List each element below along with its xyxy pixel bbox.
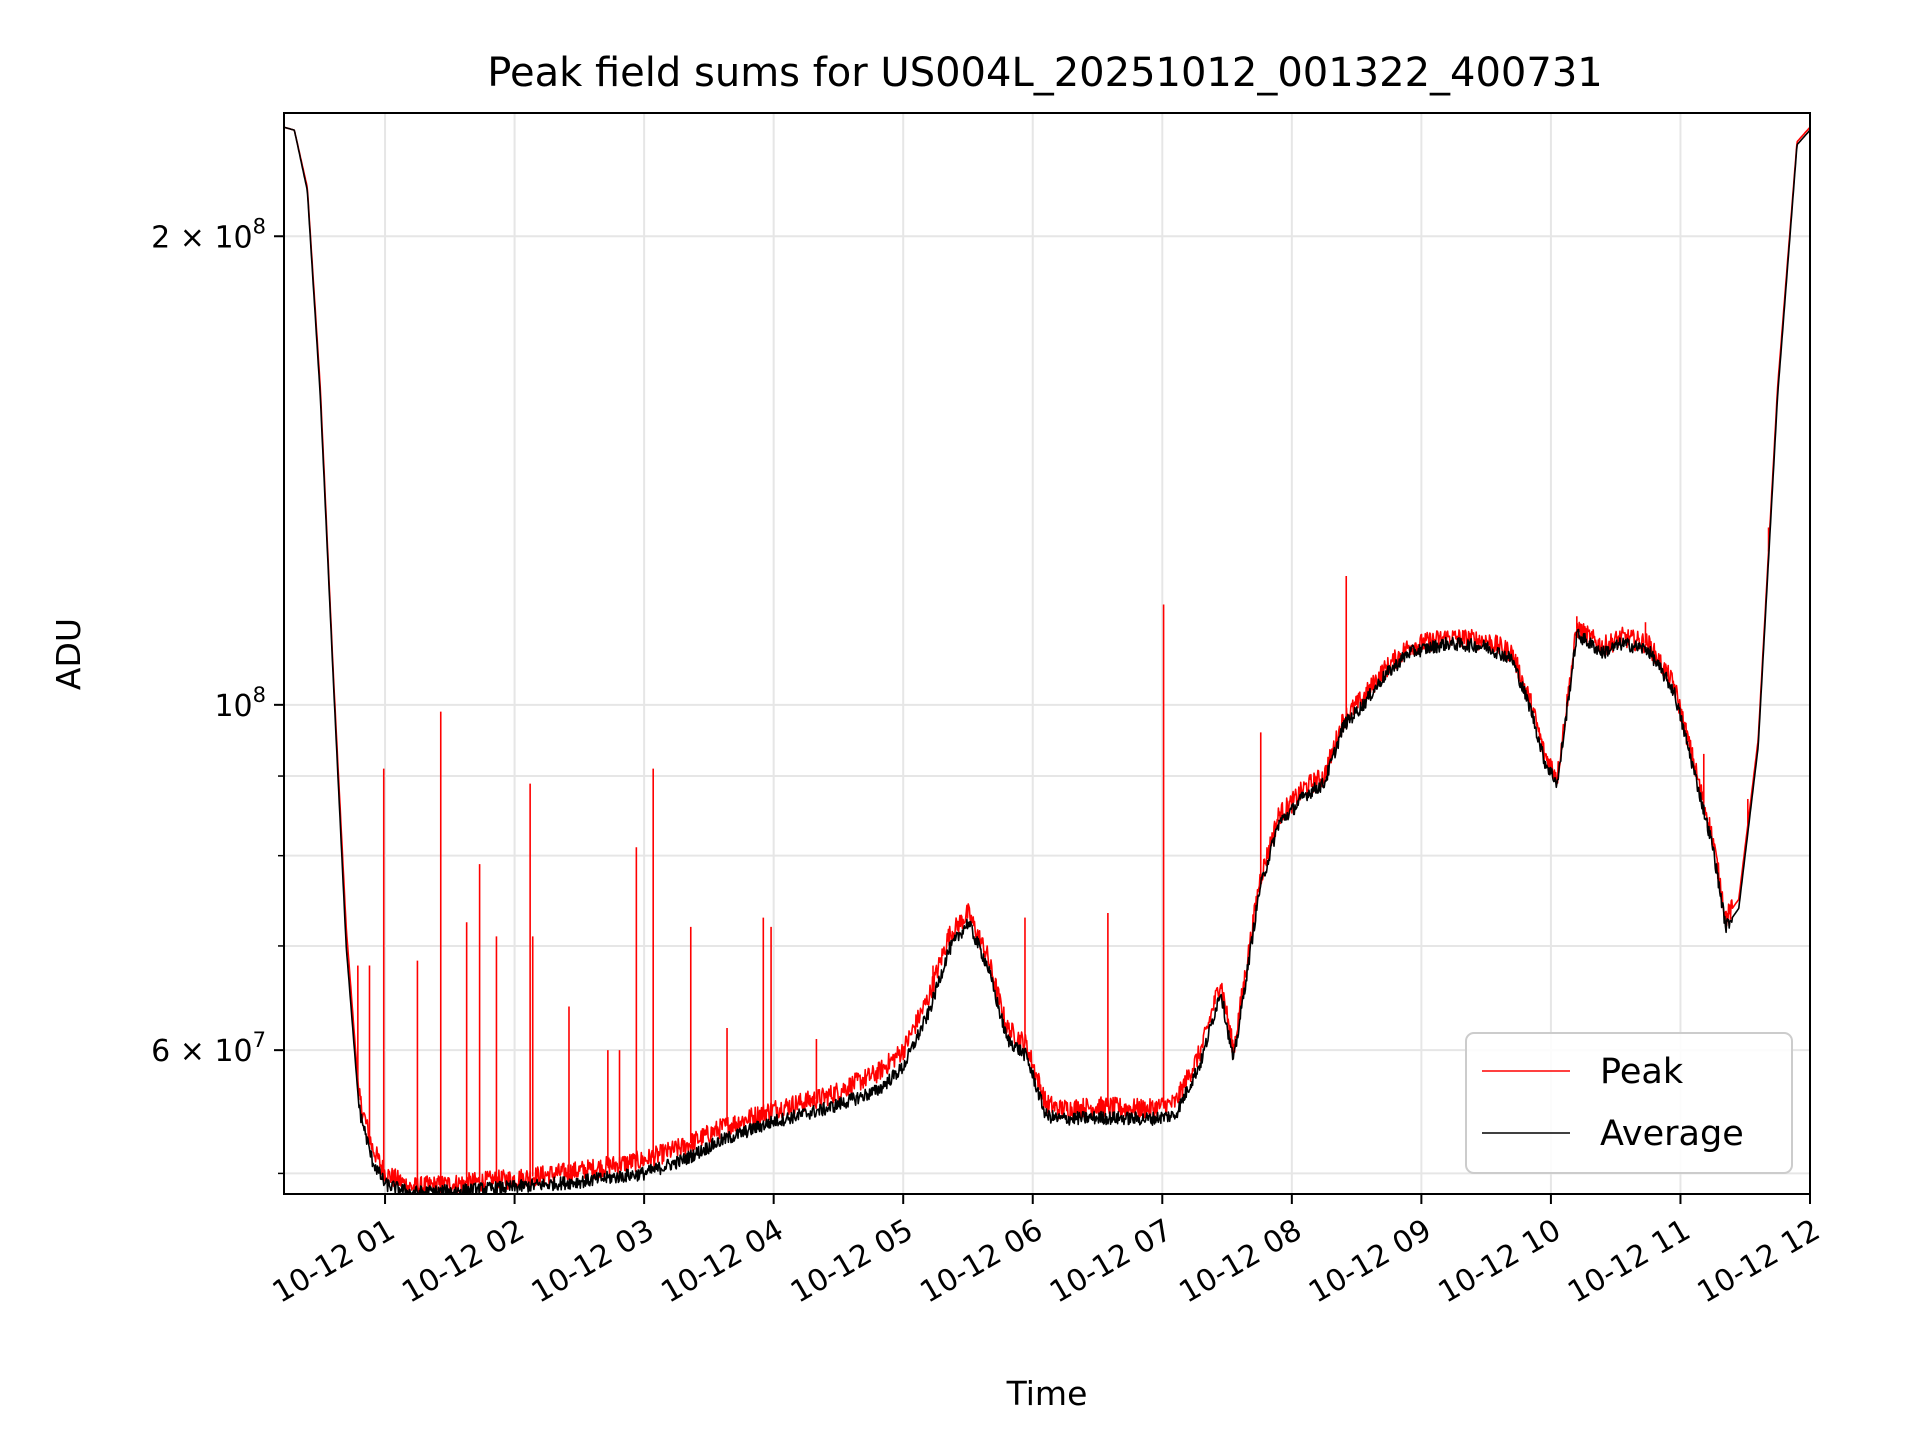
- legend: Peak Average: [1465, 1032, 1793, 1174]
- legend-label-peak: Peak: [1600, 1052, 1684, 1092]
- legend-box: [1465, 1032, 1793, 1174]
- plot-series-group: [284, 126, 1810, 1194]
- plot-frame: [283, 112, 1811, 1195]
- chart-title: Peak field sums for US004L_20251012_0013…: [487, 50, 1602, 96]
- x-axis-label: Time: [1006, 1374, 1088, 1413]
- series-line-peak: [284, 126, 1810, 1194]
- y-axis: 6 × 107 108 2 × 108: [151, 214, 284, 1175]
- series-line-average: [284, 126, 1810, 1194]
- y-tick-label: 6 × 107: [151, 1028, 266, 1069]
- y-axis-label: ADU: [49, 618, 88, 690]
- y-tick-label: 108: [214, 683, 266, 724]
- y-tick-label: 2 × 108: [151, 214, 266, 255]
- legend-label-average: Average: [1600, 1114, 1744, 1154]
